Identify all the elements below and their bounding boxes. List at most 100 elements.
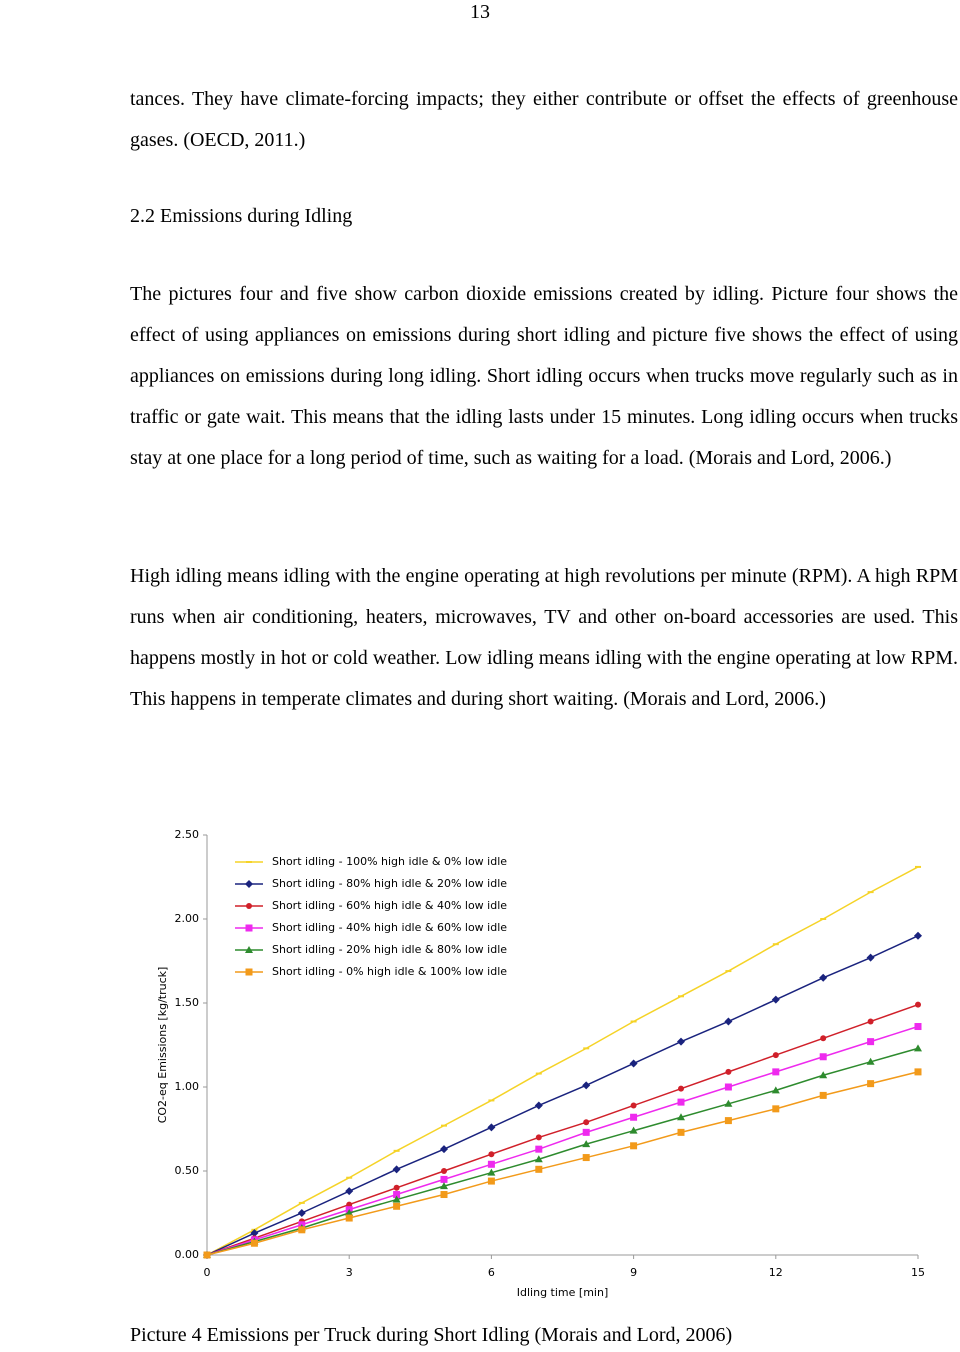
- marker: [725, 1068, 732, 1075]
- marker: [297, 1209, 306, 1217]
- series-line: [206, 1071, 919, 1256]
- marker: [393, 1149, 400, 1152]
- marker: [630, 1142, 638, 1150]
- marker: [535, 1072, 542, 1075]
- legend-marker: [246, 861, 252, 863]
- marker: [583, 1119, 590, 1126]
- series-line: [206, 1003, 919, 1256]
- marker: [630, 1102, 637, 1109]
- marker: [725, 970, 732, 973]
- marker: [630, 1020, 637, 1023]
- marker: [914, 1044, 922, 1052]
- marker: [392, 1195, 401, 1203]
- marker: [772, 1068, 780, 1076]
- marker: [866, 953, 875, 962]
- y-axis-label: CO2-eq Emissions [kg/truck]: [156, 967, 169, 1124]
- y-tick-label: 1.00: [175, 1080, 200, 1093]
- x-tick-label: 12: [769, 1266, 783, 1279]
- marker: [819, 1053, 827, 1061]
- marker: [487, 1123, 496, 1132]
- legend-marker: [245, 924, 253, 932]
- marker: [534, 1101, 543, 1110]
- marker: [582, 1081, 591, 1090]
- marker: [866, 1057, 875, 1065]
- marker: [488, 1151, 495, 1158]
- y-tick-label: 1.50: [175, 996, 200, 1009]
- marker: [772, 1052, 779, 1059]
- marker: [441, 1168, 447, 1174]
- page-number: 13: [470, 1, 490, 23]
- marker: [487, 1177, 495, 1185]
- marker: [867, 1080, 875, 1088]
- marker: [298, 1201, 305, 1204]
- marker: [629, 1059, 638, 1068]
- marker: [250, 1239, 258, 1247]
- y-tick-label: 2.50: [175, 828, 200, 841]
- marker: [915, 865, 921, 868]
- marker: [392, 1165, 401, 1174]
- legend-label: Short idling - 40% high idle & 60% low i…: [272, 921, 507, 934]
- series-line: [206, 1025, 919, 1256]
- series-line: [206, 935, 919, 1256]
- marker: [914, 1068, 922, 1076]
- legend-label: Short idling - 100% high idle & 0% low i…: [272, 855, 507, 868]
- marker: [582, 1154, 590, 1162]
- marker: [393, 1191, 401, 1199]
- marker: [867, 1018, 874, 1025]
- marker: [345, 1209, 354, 1216]
- marker: [677, 1037, 685, 1046]
- marker: [772, 943, 779, 946]
- marker: [820, 918, 827, 920]
- marker: [534, 1155, 543, 1163]
- caption: Picture 4 Emissions per Truck during Sho…: [130, 1324, 733, 1346]
- legend-marker: [246, 903, 252, 909]
- marker: [820, 1035, 827, 1042]
- chart: 0.00 0.50 1.00 1.50 2.00 2.50 0 3 6 9 12 15 Idling t…: [156, 828, 925, 1299]
- legend-marker: [245, 946, 253, 953]
- marker: [487, 1160, 495, 1168]
- marker: [393, 1202, 401, 1210]
- marker: [915, 1001, 921, 1008]
- marker: [867, 891, 874, 894]
- marker: [678, 995, 684, 998]
- heading: 2.2 Emissions during Idling: [130, 205, 353, 227]
- marker: [771, 995, 780, 1004]
- x-tick-label: 9: [630, 1266, 637, 1279]
- marker: [298, 1226, 306, 1234]
- marker: [345, 1187, 354, 1196]
- marker: [867, 1038, 875, 1046]
- y-tick-label: 2.00: [175, 912, 200, 925]
- marker: [677, 1128, 685, 1136]
- x-tick-label: 0: [204, 1266, 211, 1279]
- marker: [819, 973, 828, 982]
- marker: [629, 1126, 638, 1134]
- marker: [678, 1085, 684, 1092]
- legend-label: Short idling - 60% high idle & 40% low i…: [272, 899, 507, 912]
- x-axis-label: Idling time [min]: [517, 1286, 608, 1299]
- marker: [677, 1113, 685, 1121]
- legend: Short idling - 100% high idle & 0% low i…: [235, 855, 507, 978]
- marker: [677, 1098, 685, 1106]
- marker: [724, 1017, 733, 1026]
- legend-label: Short idling - 80% high idle & 20% low i…: [272, 877, 507, 890]
- x-tick-label: 3: [346, 1266, 353, 1279]
- marker: [535, 1165, 543, 1173]
- marker: [346, 1201, 353, 1208]
- paragraph: tances. They have climate-forcing impact…: [130, 88, 958, 151]
- x-tick-label: 6: [488, 1266, 495, 1279]
- legend-label: Short idling - 20% high idle & 80% low i…: [272, 943, 507, 956]
- marker: [346, 1176, 353, 1179]
- legend-label: Short idling - 0% high idle & 100% low i…: [272, 965, 507, 978]
- marker: [345, 1214, 353, 1222]
- marker: [724, 1083, 732, 1091]
- marker: [440, 1175, 448, 1183]
- marker: [203, 1251, 211, 1259]
- legend-marker: [245, 968, 253, 976]
- marker: [393, 1184, 400, 1191]
- marker: [771, 1086, 780, 1094]
- marker: [724, 1117, 732, 1125]
- marker: [487, 1168, 496, 1176]
- marker: [819, 1071, 828, 1079]
- series-line: [206, 1047, 919, 1256]
